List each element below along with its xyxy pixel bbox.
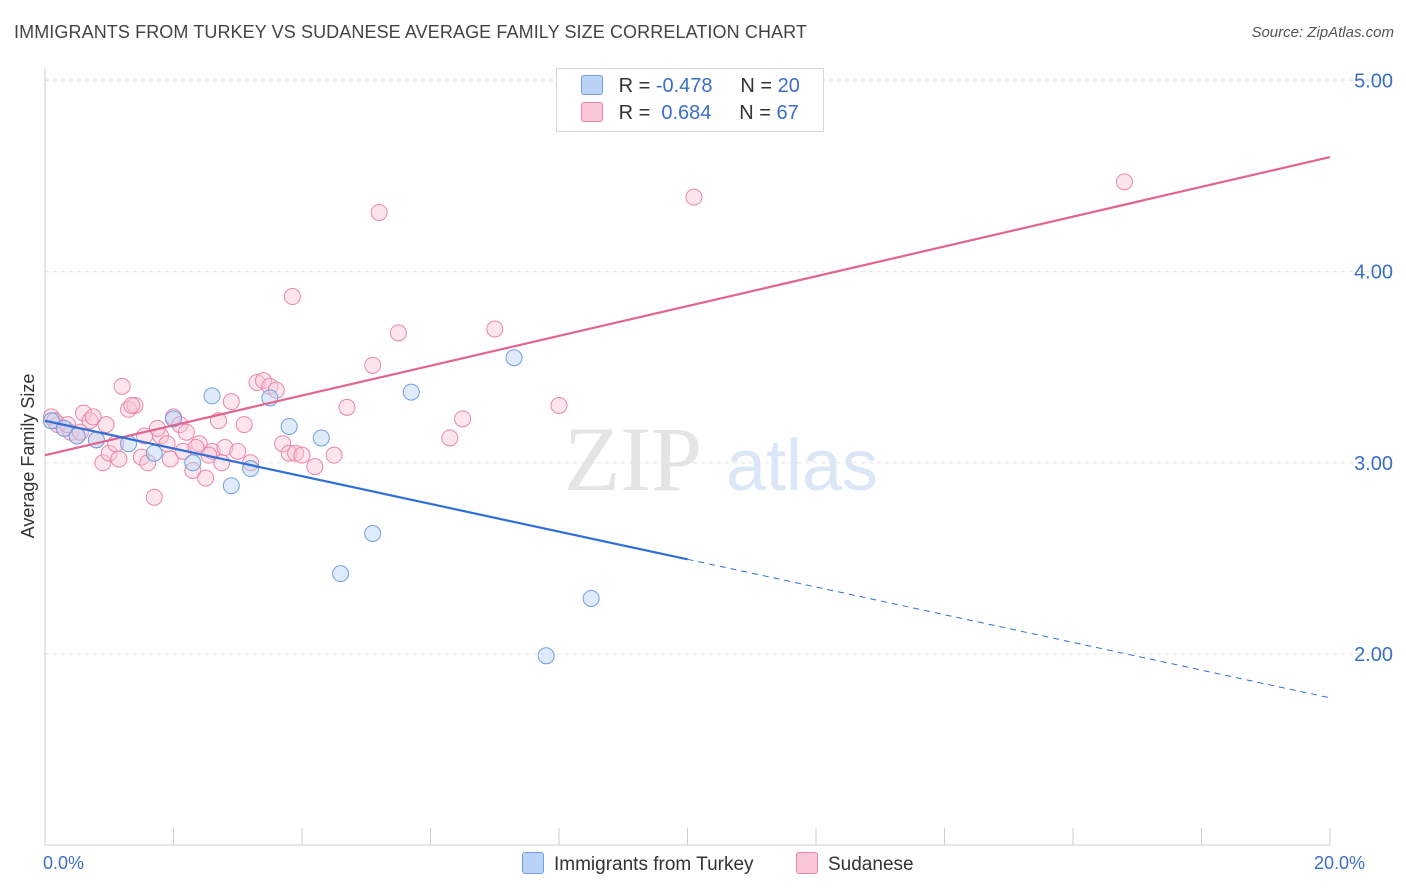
data-point	[283, 288, 301, 306]
data-point	[203, 387, 221, 405]
data-point	[110, 450, 128, 468]
y-tick-label: 2.00	[1354, 644, 1393, 666]
tick-labels: 2.00 3.00 4.00 5.00 0.0% 20.0%	[43, 71, 1393, 873]
data-point	[550, 396, 568, 414]
legend-swatch-sudanese	[581, 102, 603, 122]
data-point	[537, 647, 555, 665]
data-point	[325, 446, 343, 464]
data-point	[332, 565, 350, 583]
data-point	[441, 429, 459, 447]
data-point	[222, 477, 240, 495]
data-point	[254, 372, 272, 390]
data-point	[165, 410, 182, 428]
bottom-legend-swatch-turkey	[522, 852, 544, 874]
trend-line-turkey-extension	[687, 558, 1331, 699]
data-point	[139, 454, 157, 472]
legend-n-label: N =	[739, 102, 771, 124]
axes	[44, 68, 1331, 846]
data-point	[505, 349, 523, 367]
chart-title: IMMIGRANTS FROM TURKEY VS SUDANESE AVERA…	[14, 22, 808, 42]
data-point	[685, 188, 703, 206]
bottom-legend-label-sudanese: Sudanese	[828, 854, 914, 875]
legend-swatch-turkey	[581, 75, 603, 95]
legend-r-label: R =	[618, 75, 651, 97]
source-label: Source: ZipAtlas.com	[1251, 24, 1394, 41]
watermark: ZIP atlas	[564, 408, 878, 510]
y-axis-title: Average Family Size	[18, 374, 38, 539]
data-point	[338, 398, 356, 416]
bottom-legend-turkey: Immigrants from Turkey	[522, 852, 754, 876]
bottom-legend-sudanese: Sudanese	[796, 852, 914, 876]
data-point	[280, 417, 298, 435]
x-tick-label: 0.0%	[43, 853, 84, 873]
legend-r-value: 0.684	[661, 102, 712, 124]
legend-n-value: 67	[776, 102, 799, 124]
data-point	[229, 442, 247, 460]
data-point	[364, 356, 382, 374]
data-point	[287, 444, 305, 462]
data-point	[113, 377, 131, 395]
data-point	[100, 444, 118, 462]
bottom-legend-label-turkey: Immigrants from Turkey	[554, 854, 754, 875]
data-point	[402, 383, 420, 401]
data-point	[42, 412, 60, 430]
x-tick-label: 20.0%	[1314, 853, 1365, 873]
data-point	[293, 446, 311, 464]
data-point	[370, 203, 388, 221]
data-point	[306, 458, 324, 476]
data-point	[312, 429, 330, 447]
data-point	[486, 320, 504, 338]
watermark-atlas: atlas	[726, 426, 878, 506]
data-point	[222, 393, 240, 411]
stats-legend: R = -0.478 N = 20 R = 0.684 N = 67	[556, 68, 824, 132]
data-point	[161, 450, 179, 468]
y-tick-label: 3.00	[1354, 453, 1393, 475]
data-point	[364, 525, 382, 543]
grid-lines	[45, 78, 1392, 655]
legend-r-label: R =	[618, 102, 651, 124]
data-point	[145, 444, 163, 462]
data-point	[94, 454, 112, 472]
data-point	[1115, 173, 1133, 191]
data-point	[97, 416, 115, 434]
data-point	[84, 408, 102, 426]
data-point	[248, 374, 266, 392]
trend-line-sudanese	[44, 155, 1331, 457]
legend-r-value: -0.478	[655, 75, 713, 97]
trend-line-turkey	[44, 419, 688, 561]
data-point	[177, 423, 195, 441]
data-point	[197, 469, 215, 487]
legend-n-value: 20	[777, 75, 800, 97]
data-point	[582, 589, 600, 607]
data-point	[184, 454, 202, 472]
legend-row-sudanese: R = 0.684 N = 67	[581, 102, 799, 128]
data-point	[132, 448, 150, 466]
y-tick-label: 5.00	[1354, 71, 1393, 93]
watermark-zip: ZIP	[564, 408, 702, 510]
trend-lines	[44, 155, 1331, 699]
legend-n-label: N =	[740, 75, 773, 97]
data-point	[123, 396, 141, 414]
data-point	[389, 324, 407, 342]
data-point	[274, 435, 292, 453]
bottom-legend-swatch-sudanese	[796, 852, 818, 874]
data-point	[454, 410, 472, 428]
data-point	[145, 488, 163, 506]
y-tick-label: 4.00	[1354, 262, 1393, 284]
data-point	[235, 416, 253, 434]
legend-row-turkey: R = -0.478 N = 20	[581, 75, 800, 101]
data-point	[280, 444, 298, 462]
